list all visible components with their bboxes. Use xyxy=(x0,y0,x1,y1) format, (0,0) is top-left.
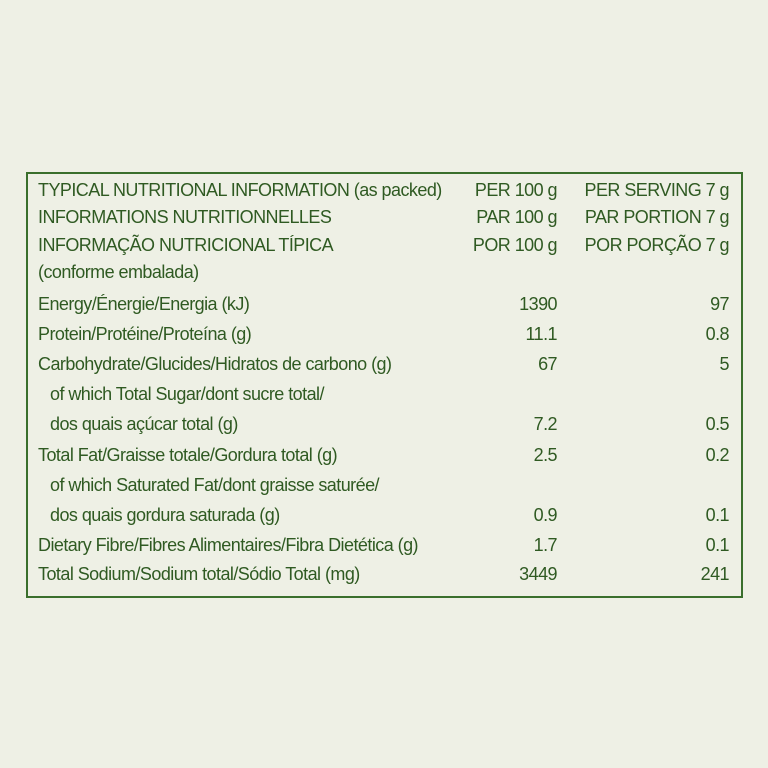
header-label: INFORMATIONS NUTRITIONNELLES xyxy=(38,207,332,227)
cell-per-100g: 0.9 xyxy=(533,505,558,525)
cell-per-100g: 1.7 xyxy=(533,535,558,555)
header-per-serving: POR PORÇÃO 7 g xyxy=(584,235,730,255)
cell-per-serving: 0.2 xyxy=(705,445,730,465)
row-label: dos quais açúcar total (g) xyxy=(50,414,238,434)
row-label: of which Saturated Fat/dont graisse satu… xyxy=(50,475,380,495)
row-label: Total Sodium/Sodium total/Sódio Total (m… xyxy=(38,564,360,584)
row-label: dos quais gordura saturada (g) xyxy=(50,505,280,525)
cell-per-serving: 0.1 xyxy=(705,535,730,555)
header-note: (conforme embalada) xyxy=(38,262,199,282)
row-label: Carbohydrate/Glucides/Hidratos de carbon… xyxy=(38,354,392,374)
header-per-serving: PAR PORTION 7 g xyxy=(584,207,730,227)
header-per-100g: PAR 100 g xyxy=(476,207,557,227)
row-label: Protein/Protéine/Proteína (g) xyxy=(38,324,252,344)
cell-per-100g: 7.2 xyxy=(533,414,558,434)
cell-per-100g: 3449 xyxy=(519,564,557,584)
cell-per-100g: 2.5 xyxy=(533,445,558,465)
cell-per-100g: 11.1 xyxy=(525,324,558,344)
row-label: of which Total Sugar/dont sucre total/ xyxy=(50,384,325,404)
cell-per-serving: 0.1 xyxy=(705,505,730,525)
row-label: Dietary Fibre/Fibres Alimentaires/Fibra … xyxy=(38,535,419,555)
row-label: Energy/Énergie/Energia (kJ) xyxy=(38,294,250,314)
cell-per-100g: 1390 xyxy=(519,294,557,314)
cell-per-100g: 67 xyxy=(538,354,557,374)
cell-per-serving: 5 xyxy=(719,354,730,374)
table-border xyxy=(26,172,743,598)
header-per-serving: PER SERVING 7 g xyxy=(584,180,730,200)
header-per-100g: POR 100 g xyxy=(472,235,558,255)
header-per-100g: PER 100 g xyxy=(474,180,558,200)
row-label: Total Fat/Graisse totale/Gordura total (… xyxy=(38,445,338,465)
cell-per-serving: 0.8 xyxy=(705,324,730,344)
header-label: TYPICAL NUTRITIONAL INFORMATION (as pack… xyxy=(38,180,442,200)
header-label: INFORMAÇÃO NUTRICIONAL TÍPICA xyxy=(38,235,334,255)
cell-per-serving: 0.5 xyxy=(705,414,730,434)
cell-per-serving: 241 xyxy=(700,564,730,584)
cell-per-serving: 97 xyxy=(710,294,729,314)
